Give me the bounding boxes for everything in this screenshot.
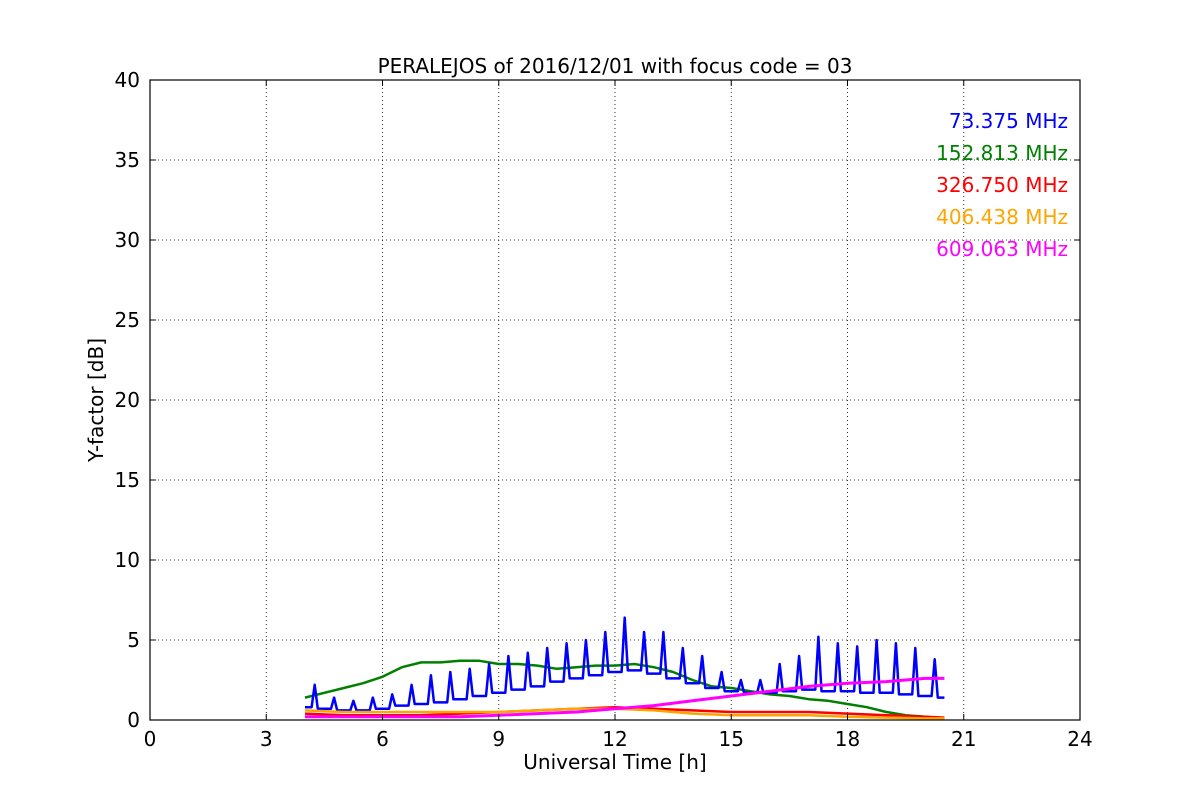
y-tick-label: 15 xyxy=(115,468,140,492)
x-tick-label: 12 xyxy=(602,727,627,751)
legend-entry-152-813-mhz: 152.813 MHz xyxy=(936,141,1068,165)
x-tick-label: 0 xyxy=(144,727,157,751)
legend-entry-609-063-mhz: 609.063 MHz xyxy=(936,237,1068,261)
grid xyxy=(150,80,1080,720)
series-line-406-438-mhz xyxy=(304,707,945,720)
y-tick-label: 0 xyxy=(127,708,140,732)
legend-entry-73-375-mhz: 73.375 MHz xyxy=(949,109,1068,133)
x-tick-label: 18 xyxy=(835,727,860,751)
y-tick-label: 40 xyxy=(115,68,140,92)
x-axis-label: Universal Time [h] xyxy=(523,750,706,774)
y-tick-label: 25 xyxy=(115,308,140,332)
y-tick-label: 20 xyxy=(115,388,140,412)
x-tick-label: 6 xyxy=(376,727,389,751)
x-tick-label: 21 xyxy=(951,727,976,751)
y-tick-label: 5 xyxy=(127,628,140,652)
x-tick-label: 15 xyxy=(719,727,744,751)
legend-entry-406-438-mhz: 406.438 MHz xyxy=(936,205,1068,229)
series-line-152-813-mhz xyxy=(304,659,945,720)
y-tick-label: 35 xyxy=(115,148,140,172)
chart-title: PERALEJOS of 2016/12/01 with focus code … xyxy=(378,54,853,78)
x-tick-label: 3 xyxy=(260,727,273,751)
x-tick-label: 9 xyxy=(492,727,505,751)
series-layer xyxy=(304,616,945,720)
y-tick-label: 30 xyxy=(115,228,140,252)
legend-entry-326-750-mhz: 326.750 MHz xyxy=(936,173,1068,197)
x-tick-label: 24 xyxy=(1067,727,1092,751)
series-line-609-063-mhz xyxy=(305,676,945,719)
y-axis-label: Y-factor [dB] xyxy=(84,338,108,463)
legend: 73.375 MHz 152.813 MHz 326.750 MHz 406.438 … xyxy=(936,109,1068,261)
series-line-73-375-mhz xyxy=(305,616,945,712)
y-tick-label: 10 xyxy=(115,548,140,572)
ticks: 0 3 6 9 12 15 18 21 24 0 5 10 15 20 25 30 35 40 xyxy=(115,68,1093,751)
